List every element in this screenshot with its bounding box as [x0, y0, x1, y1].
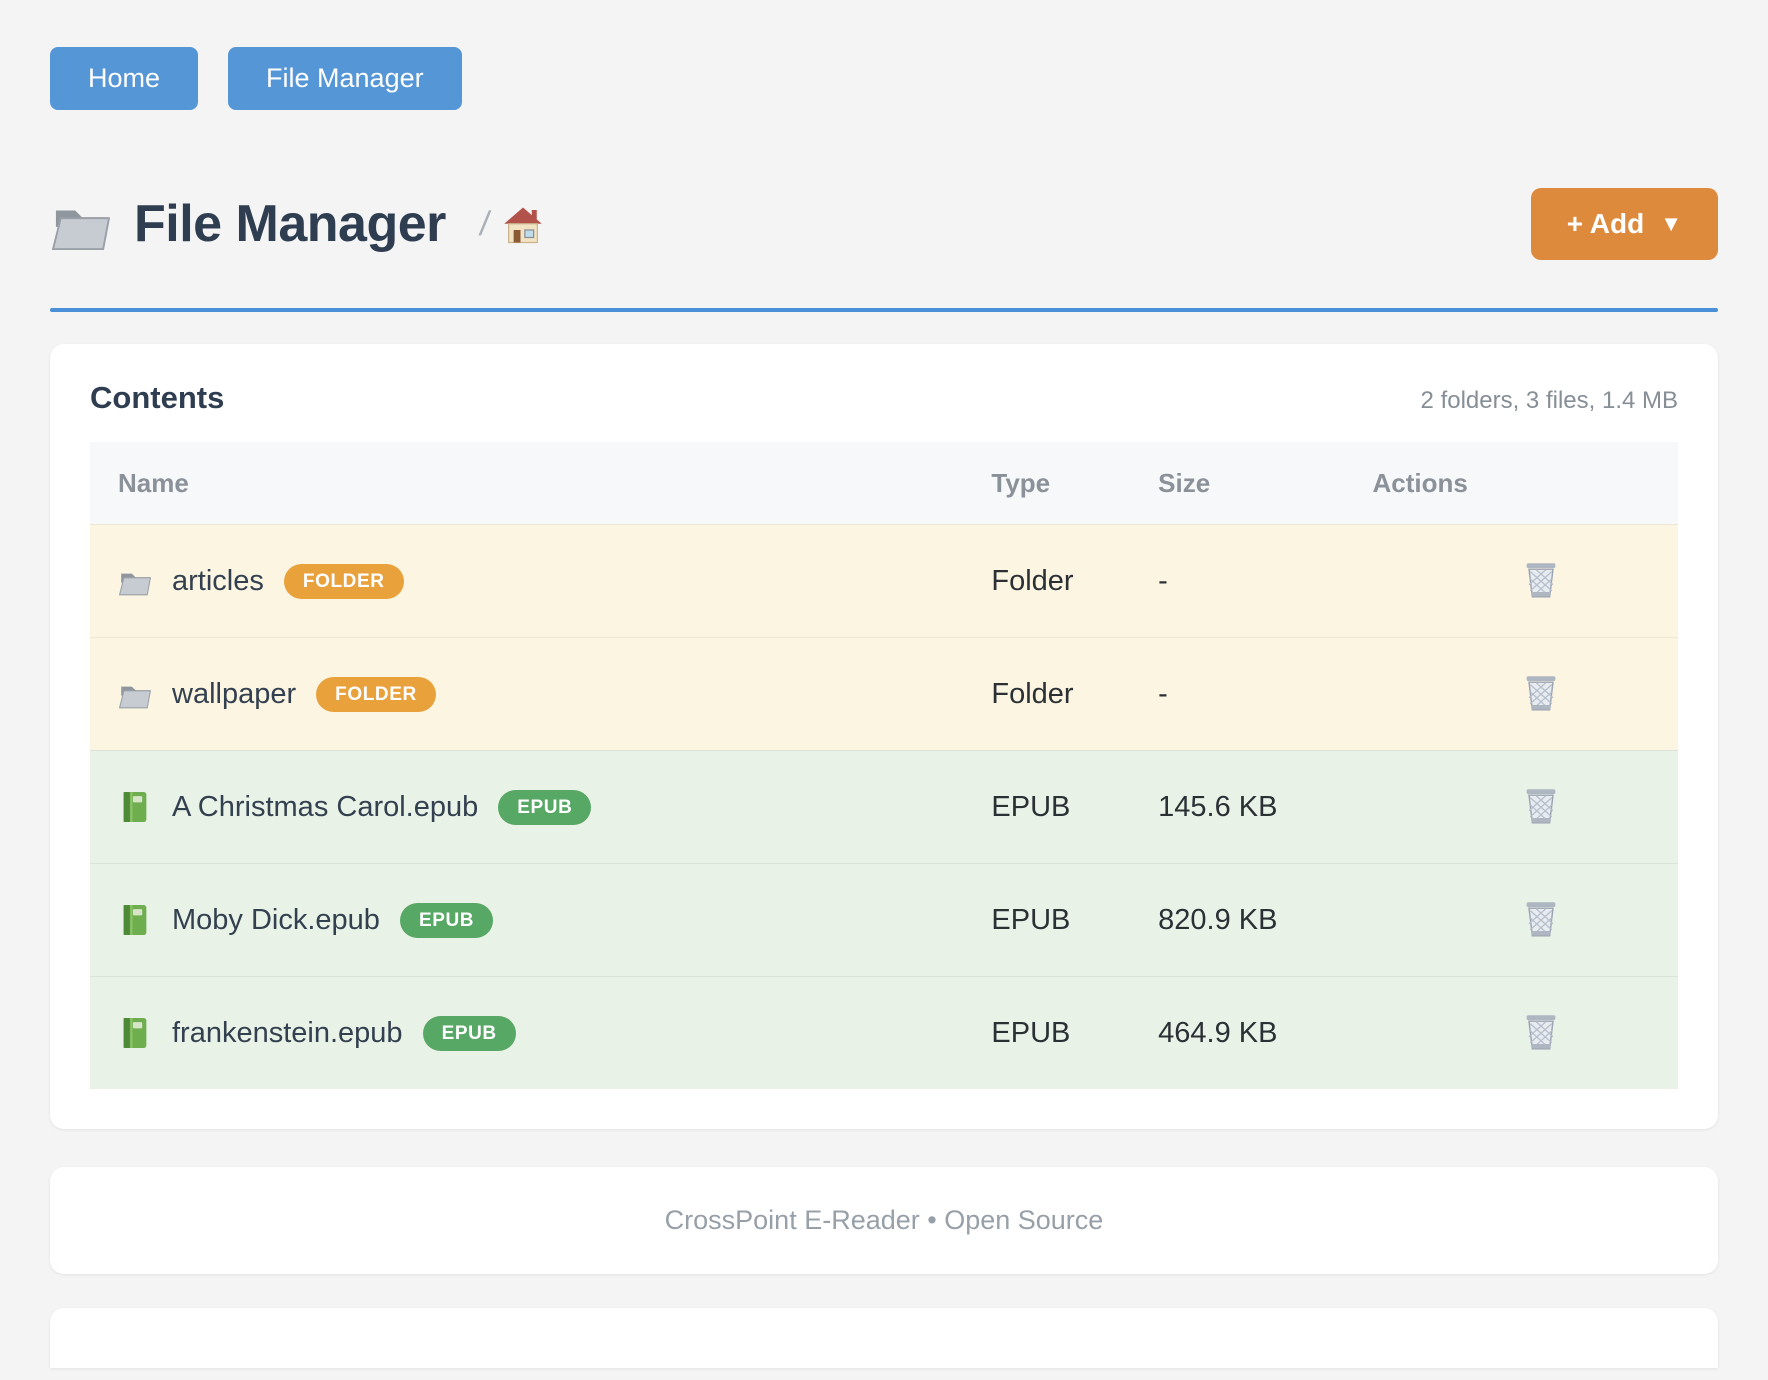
trash-icon — [1523, 899, 1559, 942]
title-underline — [50, 308, 1718, 312]
delete-button[interactable] — [1523, 786, 1559, 829]
page-title: File Manager — [134, 195, 446, 253]
green-book-icon — [118, 1017, 152, 1049]
partial-card-sliver — [50, 1308, 1718, 1368]
file-name-link[interactable]: Moby Dick.epub — [172, 903, 380, 936]
contents-card: Contents 2 folders, 3 files, 1.4 MB Name… — [50, 344, 1718, 1129]
green-book-icon — [118, 791, 152, 823]
file-name-link[interactable]: frankenstein.epub — [172, 1016, 403, 1049]
contents-card-header: Contents 2 folders, 3 files, 1.4 MB — [90, 380, 1678, 416]
file-size: 464.9 KB — [1158, 1016, 1278, 1049]
column-header-name: Name — [118, 467, 189, 498]
trash-icon — [1523, 560, 1559, 603]
open-folder-icon — [118, 565, 152, 597]
file-size: - — [1158, 677, 1168, 710]
open-folder-icon — [50, 197, 112, 251]
file-name-link[interactable]: A Christmas Carol.epub — [172, 790, 479, 823]
delete-button[interactable] — [1523, 1012, 1559, 1055]
file-name-link[interactable]: wallpaper — [172, 677, 297, 710]
breadcrumb: / — [477, 204, 543, 244]
epub-badge: EPUB — [422, 1015, 516, 1051]
table-row: A Christmas Carol.epub EPUB EPUB 145.6 K… — [90, 750, 1678, 863]
column-header-size: Size — [1158, 467, 1211, 498]
table-row: frankenstein.epub EPUB EPUB 464.9 KB — [90, 976, 1678, 1089]
green-book-icon — [118, 904, 152, 936]
table-row: Moby Dick.epub EPUB EPUB 820.9 KB — [90, 863, 1678, 976]
add-button[interactable]: + Add ▼ — [1530, 188, 1718, 260]
breadcrumb-separator: / — [477, 204, 493, 243]
contents-summary: 2 folders, 3 files, 1.4 MB — [1420, 387, 1678, 414]
folder-badge: FOLDER — [283, 563, 404, 599]
table-row: wallpaper FOLDER Folder - — [90, 637, 1678, 750]
top-nav: Home File Manager — [50, 0, 1718, 110]
add-button-label: + Add — [1566, 208, 1645, 239]
page-header: File Manager / + Add ▼ — [50, 188, 1718, 260]
delete-button[interactable] — [1523, 899, 1559, 942]
open-folder-icon — [118, 678, 152, 710]
epub-badge: EPUB — [399, 902, 494, 938]
house-icon[interactable] — [503, 206, 543, 244]
column-header-actions: Actions — [1372, 467, 1468, 498]
folder-badge: FOLDER — [316, 676, 436, 712]
file-type: Folder — [991, 677, 1074, 710]
delete-button[interactable] — [1523, 560, 1559, 603]
footer-card: CrossPoint E-Reader • Open Source — [50, 1167, 1718, 1274]
file-manager-nav-button[interactable]: File Manager — [228, 47, 462, 110]
footer-text: CrossPoint E-Reader • Open Source — [664, 1205, 1104, 1235]
trash-icon — [1523, 1012, 1559, 1055]
file-size: 145.6 KB — [1158, 790, 1278, 823]
epub-badge: EPUB — [498, 789, 592, 825]
column-header-type: Type — [991, 467, 1051, 498]
table-row: articles FOLDER Folder - — [90, 524, 1678, 637]
delete-button[interactable] — [1523, 673, 1559, 716]
file-type: Folder — [991, 564, 1074, 597]
chevron-down-icon: ▼ — [1660, 211, 1682, 236]
file-size: - — [1158, 564, 1168, 597]
table-header-row: Name Type Size Actions — [90, 442, 1678, 524]
home-nav-button[interactable]: Home — [50, 47, 199, 110]
file-size: 820.9 KB — [1158, 903, 1278, 936]
contents-title: Contents — [90, 380, 225, 415]
file-table: Name Type Size Actions articles FOLDER F… — [90, 442, 1678, 1089]
file-type: EPUB — [991, 903, 1071, 936]
file-type: EPUB — [991, 790, 1071, 823]
file-name-link[interactable]: articles — [172, 564, 264, 597]
file-type: EPUB — [991, 1016, 1071, 1049]
trash-icon — [1523, 673, 1559, 716]
trash-icon — [1523, 786, 1559, 829]
